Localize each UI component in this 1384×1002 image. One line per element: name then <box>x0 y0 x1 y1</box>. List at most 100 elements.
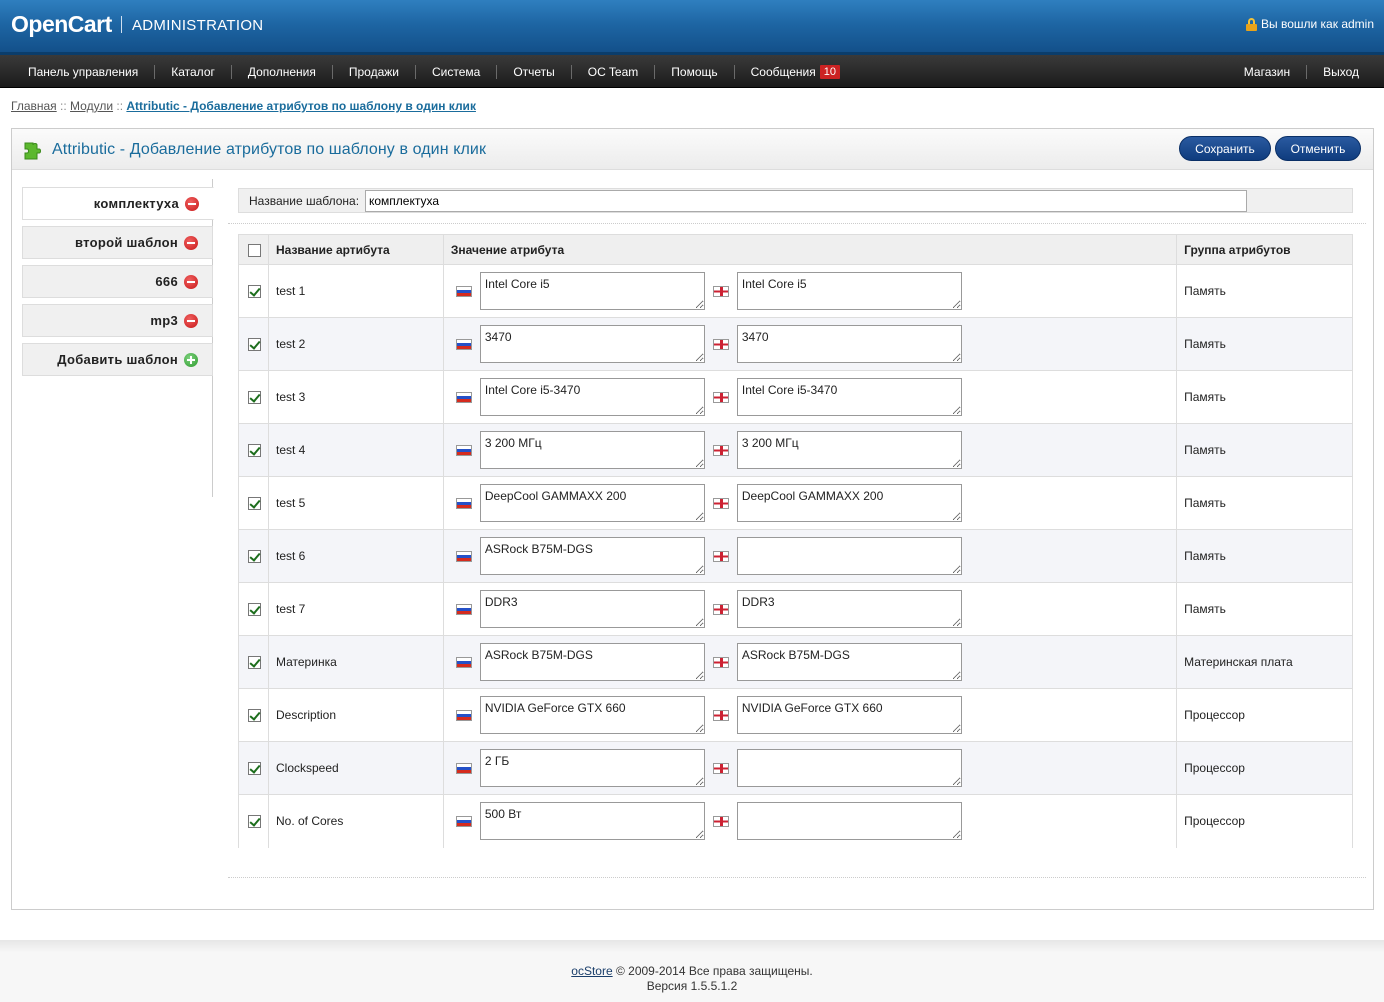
attribute-group: Процессор <box>1176 794 1353 848</box>
attribute-value-en-input[interactable] <box>736 431 962 469</box>
template-tab[interactable]: mp3 <box>22 304 213 337</box>
template-tab-label: комплектуха <box>93 196 179 211</box>
menu-item-catalog[interactable]: Каталог <box>155 64 232 79</box>
attribute-value-ru-input[interactable] <box>479 749 705 787</box>
menu-item-store[interactable]: Магазин <box>1228 64 1308 79</box>
attribute-value-en-input[interactable] <box>736 749 962 787</box>
remove-icon[interactable] <box>184 313 198 328</box>
template-tab[interactable]: комплектуха <box>22 187 214 220</box>
row-checkbox[interactable] <box>248 762 261 776</box>
remove-icon[interactable] <box>184 274 198 289</box>
header-divider <box>0 52 1384 55</box>
attribute-value-ru-input[interactable] <box>479 696 705 734</box>
remove-icon[interactable] <box>185 196 199 211</box>
english-flag-icon <box>712 763 729 774</box>
menu-item-messages-label: Сообщения <box>750 64 816 79</box>
attribute-value-ru-input[interactable] <box>479 272 705 310</box>
footer-copyright: © 2009-2014 Все права защищены. <box>615 964 813 978</box>
attribute-value-en-input[interactable] <box>736 484 962 522</box>
row-checkbox[interactable] <box>248 338 261 352</box>
breadcrumb-current[interactable]: Attributic - Добавление атрибутов по шаб… <box>126 99 476 113</box>
menu-item-dashboard[interactable]: Панель управления <box>12 64 156 79</box>
menu-item-system[interactable]: Система <box>416 64 498 79</box>
row-checkbox-cell <box>238 741 269 795</box>
remove-icon[interactable] <box>184 235 198 250</box>
module-panel: Attributic - Добавление атрибутов по шаб… <box>11 128 1374 910</box>
footer-brand-link[interactable]: ocStore <box>571 964 613 978</box>
russian-flag-icon <box>455 763 472 774</box>
row-checkbox[interactable] <box>248 709 261 723</box>
select-all-checkbox[interactable] <box>248 243 261 257</box>
template-name-input[interactable] <box>365 190 1247 212</box>
attribute-group: Память <box>1176 317 1353 371</box>
russian-flag-icon <box>455 551 472 562</box>
attribute-name: test 5 <box>267 476 444 530</box>
attribute-value-en-input[interactable] <box>736 696 962 734</box>
template-tab[interactable]: второй шаблон <box>22 226 213 259</box>
attribute-value-ru-input[interactable] <box>479 643 705 681</box>
attribute-value-ru-input[interactable] <box>479 484 705 522</box>
row-checkbox[interactable] <box>248 285 261 299</box>
attribute-value-ru-input[interactable] <box>479 378 705 416</box>
breadcrumb: Главная :: Модули :: Attributic - Добавл… <box>11 99 476 113</box>
attribute-value-en-input[interactable] <box>736 378 962 416</box>
attribute-value-ru-input[interactable] <box>479 537 705 575</box>
row-checkbox[interactable] <box>248 603 261 617</box>
row-checkbox[interactable] <box>248 550 261 564</box>
attribute-group: Процессор <box>1176 741 1353 795</box>
attribute-name: test 2 <box>267 317 444 371</box>
add-template-button[interactable]: Добавить шаблон <box>22 343 213 376</box>
dotted-divider <box>228 877 1366 878</box>
breadcrumb-home[interactable]: Главная <box>11 99 57 113</box>
attribute-value-en-input[interactable] <box>736 272 962 310</box>
row-checkbox-cell <box>238 317 269 371</box>
russian-flag-icon <box>455 286 472 297</box>
english-flag-icon <box>712 339 729 350</box>
attribute-value-cell <box>442 476 1178 530</box>
attribute-value-ru-input[interactable] <box>479 325 705 363</box>
attribute-value-cell <box>442 688 1178 742</box>
attribute-name: No. of Cores <box>267 794 444 848</box>
english-flag-icon <box>712 551 729 562</box>
admin-subtitle: ADMINISTRATION <box>132 17 264 34</box>
row-checkbox-cell <box>238 794 269 848</box>
attribute-value-en-input[interactable] <box>736 325 962 363</box>
menu-item-help[interactable]: Помощь <box>655 64 735 79</box>
menu-item-logout[interactable]: Выход <box>1323 64 1359 79</box>
attribute-value-ru-input[interactable] <box>479 802 705 840</box>
add-icon <box>184 352 198 367</box>
dotted-divider <box>228 223 1366 224</box>
table-row: Clockspeed Процессор <box>238 741 1353 795</box>
attribute-value-ru-input[interactable] <box>479 431 705 469</box>
attribute-value-en-input[interactable] <box>736 537 962 575</box>
menu-item-messages[interactable]: Сообщения 10 <box>735 64 856 79</box>
menu-item-sales[interactable]: Продажи <box>333 64 416 79</box>
logo[interactable]: OpenCart <box>11 11 112 37</box>
attribute-value-en-input[interactable] <box>736 802 962 840</box>
cancel-button[interactable]: Отменить <box>1275 136 1361 161</box>
breadcrumb-modules[interactable]: Модули <box>70 99 114 113</box>
menu-item-extensions[interactable]: Дополнения <box>232 64 333 79</box>
template-tab[interactable]: 666 <box>22 265 213 298</box>
attribute-value-en-input[interactable] <box>736 643 962 681</box>
breadcrumb-separator: :: <box>116 99 124 113</box>
menu-left: Панель управления Каталог Дополнения Про… <box>12 55 856 88</box>
row-checkbox[interactable] <box>248 497 261 511</box>
attribute-value-ru-input[interactable] <box>479 590 705 628</box>
attribute-group: Материнская плата <box>1176 635 1353 689</box>
attribute-name: Clockspeed <box>267 741 444 795</box>
footer-band <box>0 940 1384 1002</box>
menu-item-oc-team[interactable]: OC Team <box>572 64 656 79</box>
row-checkbox[interactable] <box>248 656 261 670</box>
row-checkbox[interactable] <box>248 391 261 405</box>
row-checkbox[interactable] <box>248 444 261 458</box>
row-checkbox-cell <box>238 370 269 424</box>
attribute-value-cell <box>442 264 1178 318</box>
page-title: Attributic - Добавление атрибутов по шаб… <box>52 141 487 158</box>
row-checkbox[interactable] <box>248 815 261 829</box>
attribute-value-en-input[interactable] <box>736 590 962 628</box>
english-flag-icon <box>712 286 729 297</box>
save-button[interactable]: Сохранить <box>1179 136 1271 161</box>
english-flag-icon <box>712 816 729 827</box>
menu-item-reports[interactable]: Отчеты <box>497 64 572 79</box>
